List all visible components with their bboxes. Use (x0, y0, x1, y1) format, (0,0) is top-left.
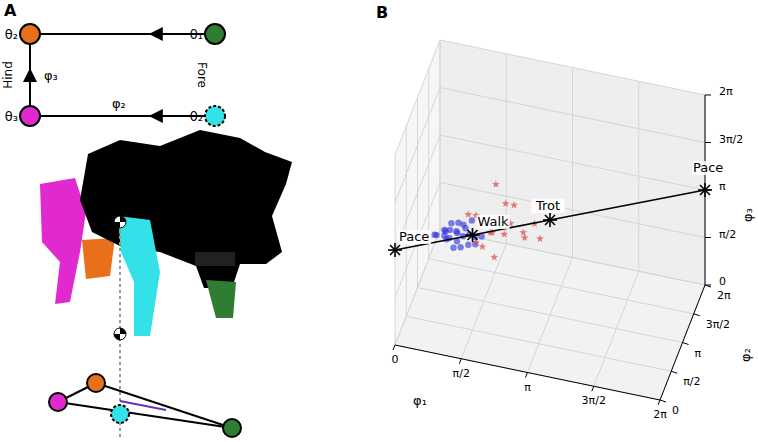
svg-text:θ₁: θ₁ (190, 27, 203, 42)
svg-text:π: π (524, 381, 531, 394)
svg-text:3π/2: 3π/2 (582, 394, 606, 407)
svg-text:0: 0 (672, 404, 679, 417)
svg-text:B: B (376, 3, 388, 22)
svg-text:θ₂: θ₂ (5, 27, 18, 42)
svg-text:Fore: Fore (195, 62, 209, 88)
svg-text:φ₃: φ₃ (44, 68, 58, 83)
svg-text:Trot: Trot (535, 198, 560, 213)
svg-text:A: A (4, 1, 17, 20)
svg-text:2π: 2π (717, 289, 731, 302)
svg-text:θ₃: θ₃ (5, 109, 18, 124)
svg-text:0: 0 (392, 353, 399, 366)
svg-text:π/2: π/2 (453, 367, 470, 380)
svg-text:θ₂: θ₂ (190, 109, 203, 124)
svg-text:3π/2: 3π/2 (706, 318, 730, 331)
svg-text:3π/2: 3π/2 (719, 133, 743, 146)
svg-text:π/2: π/2 (683, 375, 700, 388)
svg-text:Walk: Walk (478, 214, 510, 229)
svg-text:π: π (695, 347, 702, 360)
svg-text:φ₂: φ₂ (112, 96, 126, 111)
svg-text:Pace: Pace (693, 160, 723, 175)
svg-text:Hind: Hind (1, 61, 15, 89)
svg-text:π: π (719, 180, 726, 193)
svg-text:2π: 2π (719, 85, 733, 98)
svg-text:π/2: π/2 (719, 228, 736, 241)
svg-text:φ₂: φ₂ (738, 348, 753, 362)
svg-text:φ₃: φ₃ (740, 208, 755, 222)
svg-text:0: 0 (719, 275, 726, 288)
svg-text:2π: 2π (653, 408, 667, 421)
svg-text:φ₁: φ₁ (413, 393, 427, 408)
svg-text:Pace: Pace (399, 229, 429, 244)
